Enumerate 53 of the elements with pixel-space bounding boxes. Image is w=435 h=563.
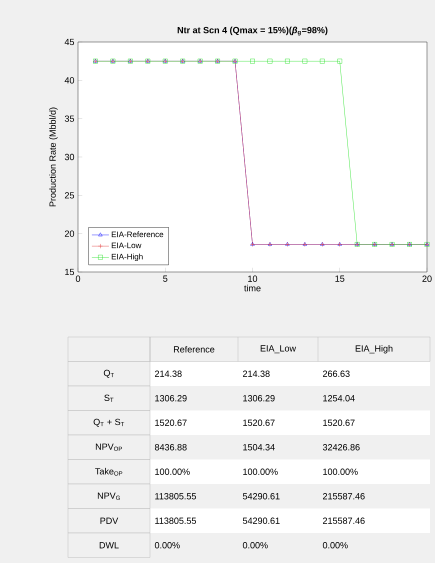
text: EIA_Low	[260, 345, 296, 354]
text: NPV$_{G}$	[98, 492, 120, 500]
y-tick-label: 30	[64, 154, 74, 160]
text: 1504.34	[243, 444, 275, 450]
text: 113805.55	[155, 493, 196, 500]
x-tick-label: 15	[335, 276, 344, 282]
x-axis-title: time	[244, 284, 261, 292]
text: 8436.88	[154, 444, 187, 450]
text: S$_{T}$	[104, 394, 114, 402]
y-axis-title: Production Rate (Mbbl/d)	[49, 108, 58, 206]
text: 1306.29	[243, 395, 275, 402]
text: 0.00%	[154, 542, 180, 548]
x-tick-label: 0	[76, 276, 80, 282]
text: 54290.61	[242, 493, 280, 500]
legend-label: EIA-Low	[112, 242, 142, 248]
x-tick-label: 10	[248, 276, 258, 282]
text: EIA_High	[356, 345, 392, 354]
text: 215587.46	[322, 518, 365, 524]
chart-title: Ntr at Scn 4 (Qmax = 15%)(β$_{g}$=98%)	[178, 26, 328, 36]
text: 0.00%	[322, 542, 348, 548]
text: 100.00%	[323, 468, 358, 475]
text: 32426.86	[322, 444, 360, 450]
text: 266.63	[322, 370, 350, 377]
text: 1520.67	[323, 420, 355, 426]
y-tick-label: 25	[64, 192, 74, 199]
text: 1520.67	[155, 420, 187, 426]
text: Reference	[174, 346, 214, 353]
text: 1520.67	[243, 420, 275, 426]
y-tick-label: 20	[64, 230, 74, 237]
text: 54290.61	[242, 518, 280, 524]
x-tick-label: 5	[163, 276, 168, 282]
y-tick-label: 15	[65, 268, 74, 276]
y-tick-label: 35	[64, 115, 74, 122]
x-tick-label: 20	[422, 276, 432, 282]
text: 215587.46	[322, 493, 365, 500]
legend-label: EIA-Reference	[112, 231, 164, 238]
text: 214.38	[242, 370, 270, 377]
text: Q$_{T}$ + S$_{T}$	[94, 418, 124, 427]
text: 0.00%	[242, 542, 268, 548]
text: Q$_{T}$	[104, 370, 114, 378]
text: DWL	[100, 542, 119, 548]
text: PDV	[100, 518, 118, 524]
text: 100.00%	[155, 468, 190, 475]
text: 113805.55	[155, 518, 196, 524]
text: 100.00%	[243, 468, 278, 475]
y-tick-label: 45	[64, 38, 74, 46]
y-tick-label: 40	[64, 77, 74, 84]
legend-label: EIA-High	[112, 254, 143, 262]
text: 1254.04	[323, 395, 355, 402]
text: 1306.29	[155, 395, 187, 402]
text: 214.38	[154, 370, 182, 377]
text: NPV$_{OP}$	[96, 444, 122, 451]
text: Take$_{OP}$	[95, 468, 122, 476]
